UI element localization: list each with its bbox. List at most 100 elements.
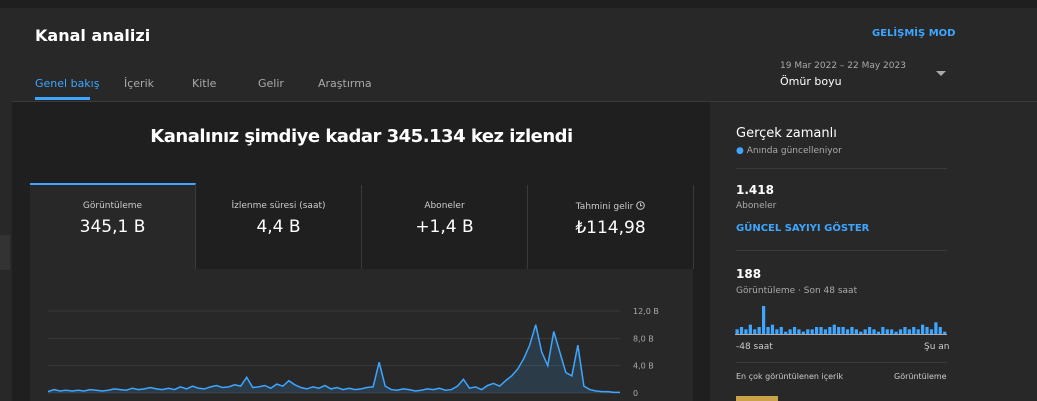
- bar: [744, 329, 748, 334]
- bar: [823, 329, 828, 334]
- y-tick-label: 4,0 B: [633, 362, 654, 371]
- realtime-subtitle: ● Anında güncelleniyor: [736, 146, 842, 156]
- bar: [938, 327, 942, 334]
- bar: [735, 329, 739, 334]
- metric-value: 4,4 B: [256, 217, 301, 237]
- bar: [929, 329, 934, 334]
- bar: [792, 327, 797, 334]
- bar: [912, 327, 916, 334]
- title: Kanal analizi: [35, 26, 151, 45]
- bar: [775, 329, 779, 334]
- end-label: Şu an: [924, 342, 950, 352]
- bar: [894, 331, 898, 334]
- date-range: 19 Mar 2022 – 22 May 2023: [780, 61, 906, 71]
- bar: [890, 329, 894, 334]
- tab[interactable]: Araştırma: [318, 77, 372, 90]
- bar: [921, 324, 925, 334]
- metric-card[interactable]: Aboneler +1,4 B: [362, 185, 528, 269]
- bar: [837, 327, 841, 334]
- y-tick-label: 8,0 B: [633, 334, 654, 343]
- realtime-title: Gerçek zamanlı: [736, 126, 837, 141]
- tab[interactable]: Kitle: [192, 77, 217, 90]
- metric-value: 345,1 B: [79, 217, 146, 237]
- line: [47, 324, 620, 394]
- bar: [739, 327, 744, 334]
- bar: [925, 327, 929, 334]
- bar: [872, 329, 876, 334]
- bar: [815, 327, 819, 334]
- headline: Kanalınız şimdiye kadar 345.134 kez izle…: [150, 126, 573, 147]
- advanced-mode[interactable]: GELİŞMİŞ MOD: [872, 28, 956, 39]
- bar: [859, 331, 863, 334]
- clock-icon: [636, 201, 645, 210]
- subscriber-label: Aboneler: [736, 201, 777, 211]
- metric-label: Tahmini gelir: [528, 201, 693, 212]
- bar: [903, 327, 907, 334]
- realtime-card: [724, 114, 958, 401]
- realtime-bars: [735, 306, 947, 335]
- side-edge: [0, 235, 10, 270]
- bar: [784, 331, 788, 334]
- bar: [797, 329, 801, 334]
- bar: [850, 327, 854, 334]
- bar: [762, 306, 766, 334]
- bar: [757, 327, 761, 334]
- bar: [934, 322, 938, 334]
- bar: [806, 329, 810, 334]
- top-content: En çok görüntülenen içerik: [736, 372, 844, 381]
- area: [48, 324, 620, 393]
- chart: 0 4,0 B 8,0 B 12,0 B: [47, 307, 659, 398]
- bar: [779, 327, 783, 334]
- divider: [736, 168, 947, 169]
- bar: [881, 327, 885, 334]
- subscriber-count: 1.418: [736, 183, 774, 197]
- y-tick-label: 0: [633, 389, 638, 398]
- bar: [898, 329, 903, 334]
- view-count: 188: [736, 267, 762, 281]
- metric-card[interactable]: İzlenme süresi (saat) 4,4 B: [196, 185, 362, 269]
- metric-label: İzlenme süresi (saat): [231, 201, 326, 211]
- period[interactable]: Ömür boyu: [780, 75, 842, 88]
- bar: [810, 329, 814, 334]
- tab[interactable]: İçerik: [124, 77, 155, 90]
- bar: [770, 324, 775, 334]
- top-views: Görüntüleme: [894, 372, 947, 381]
- divider: [12, 101, 1037, 102]
- bar: [885, 329, 889, 334]
- tab[interactable]: Genel bakış: [35, 77, 100, 90]
- divider: [736, 362, 947, 363]
- view-label: Görüntüleme · Son 48 saat: [736, 286, 858, 296]
- bar: [766, 327, 770, 334]
- tab-indicator: [35, 97, 90, 100]
- bar: [832, 324, 836, 334]
- metric-label: Görüntüleme: [82, 201, 143, 211]
- bar: [876, 331, 881, 334]
- divider: [736, 250, 947, 251]
- start-label: -48 saat: [736, 342, 773, 352]
- realtime-subtitle-text: Anında güncelleniyor: [746, 146, 842, 156]
- bar: [943, 331, 947, 334]
- metric-card[interactable]: Tahmini gelir ₺114,98: [528, 185, 694, 269]
- show-count[interactable]: GÜNCEL SAYIYI GÖSTER: [736, 223, 870, 234]
- y-tick-label: 12,0 B: [633, 307, 659, 316]
- tab[interactable]: Gelir: [258, 77, 284, 90]
- bar: [845, 329, 850, 334]
- bar: [748, 324, 752, 334]
- metric-value: +1,4 B: [415, 217, 474, 237]
- bar: [907, 329, 911, 334]
- thumbnail[interactable]: [736, 396, 778, 401]
- bar: [841, 327, 845, 334]
- metric-value: ₺114,98: [575, 218, 646, 238]
- bar: [753, 329, 757, 334]
- dropdown[interactable]: [935, 70, 947, 78]
- bar: [916, 329, 920, 334]
- bar: [819, 327, 823, 334]
- live-dot: ●: [736, 146, 744, 156]
- bar: [801, 331, 805, 334]
- top-strip: [0, 0, 1037, 8]
- bar: [854, 329, 858, 334]
- bar: [828, 327, 832, 334]
- metric-card[interactable]: Görüntüleme 345,1 B: [30, 183, 196, 269]
- metric-label-text: Tahmini gelir: [575, 202, 634, 212]
